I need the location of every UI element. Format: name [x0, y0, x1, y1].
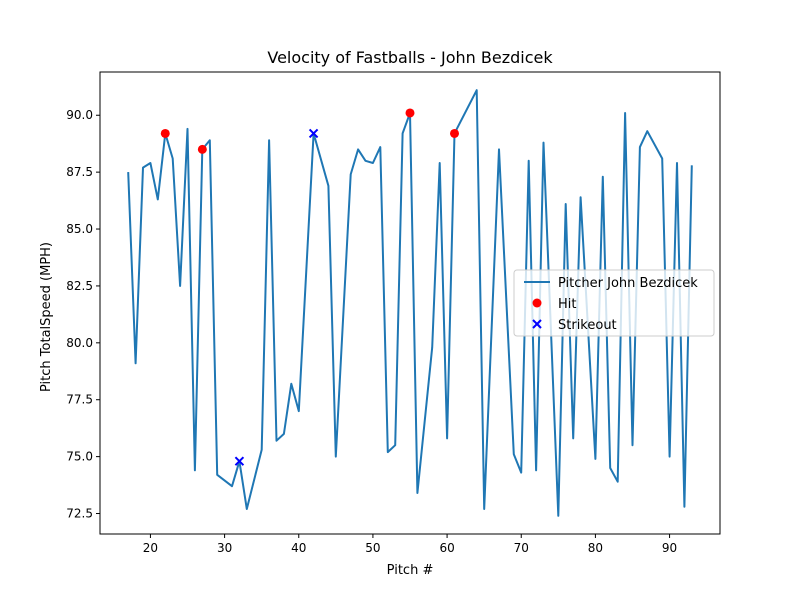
y-tick-label: 75.0 — [66, 450, 93, 464]
strikeout-marker-stroke — [234, 456, 245, 466]
x-tick-label: 60 — [439, 541, 454, 555]
x-tick-label: 20 — [143, 541, 158, 555]
y-axis-label: Pitch TotalSpeed (MPH) — [39, 242, 54, 392]
legend-entry: Strikeout — [532, 318, 617, 333]
legend-entry: Hit — [532, 297, 576, 312]
x-axis-label: Pitch # — [387, 563, 434, 578]
strikeout-marker — [234, 456, 245, 466]
axes-frame — [99, 71, 721, 535]
y-tick-label: 87.5 — [66, 165, 93, 179]
legend-hit-swatch — [532, 298, 542, 308]
strikeout-marker-stroke — [308, 128, 319, 139]
x-tick-label: 90 — [662, 541, 677, 555]
chart-title: Velocity of Fastballs - John Bezdicek — [267, 48, 553, 67]
hit-marker — [449, 128, 459, 138]
x-tick-label: 50 — [365, 541, 380, 555]
legend: Pitcher John Bezdicek Hit Strikeout — [513, 269, 715, 337]
y-tick-label: 90.0 — [66, 108, 93, 122]
y-tick-label: 82.5 — [66, 279, 93, 293]
y-tick-label: 80.0 — [66, 336, 93, 350]
y-tick-label: 85.0 — [66, 222, 93, 236]
strikeout-marker — [308, 128, 319, 139]
legend-box — [513, 269, 715, 337]
hit-marker — [405, 108, 415, 118]
legend-strikeout-swatch — [532, 319, 542, 329]
hit-marker — [160, 128, 170, 138]
legend-label: Hit — [558, 297, 576, 312]
x-tick-label: 40 — [291, 541, 306, 555]
x-tick-label: 30 — [217, 541, 232, 555]
legend-label: Pitcher John Bezdicek — [558, 276, 698, 291]
x-tick-label: 70 — [514, 541, 529, 555]
hit-marker — [197, 144, 207, 154]
y-tick-label: 77.5 — [66, 393, 93, 407]
legend-label: Strikeout — [558, 318, 617, 333]
legend-entry: Pitcher John Bezdicek — [524, 276, 698, 291]
x-tick-label: 80 — [588, 541, 603, 555]
y-tick-label: 72.5 — [66, 507, 93, 521]
axes: 20 30 40 50 60 70 80 90 72.5 75.0 77.5 80.0 82.5 85.0… — [66, 71, 721, 555]
